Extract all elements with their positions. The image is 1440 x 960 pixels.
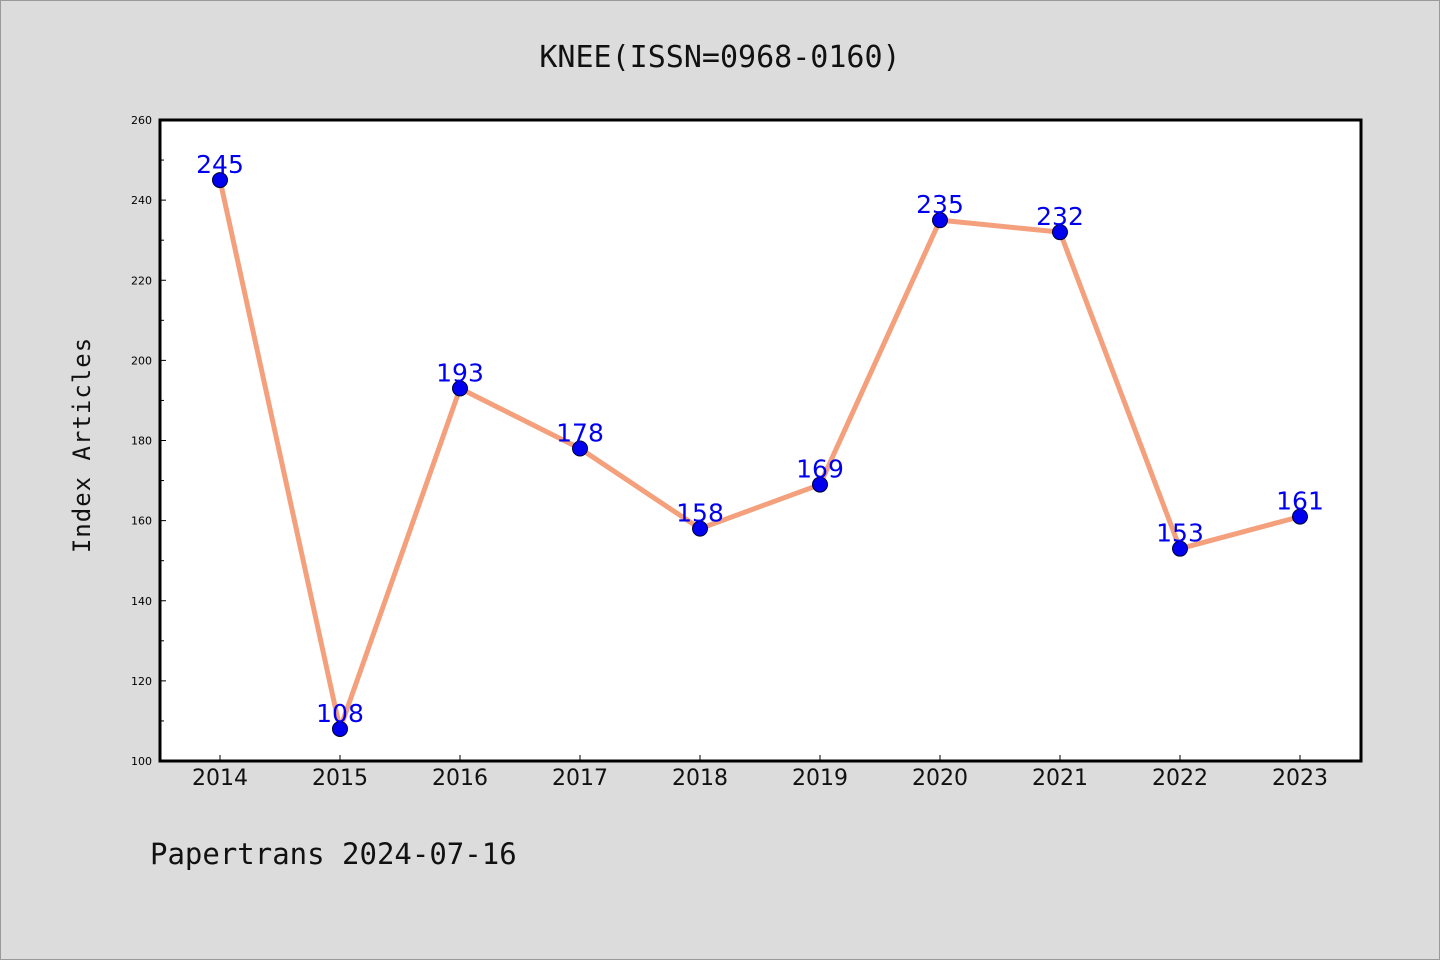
data-point: [452, 380, 468, 397]
data-point: [932, 212, 948, 229]
y-tick-label: 220: [131, 274, 152, 287]
y-tick-label: 140: [131, 595, 152, 608]
y-tick-label: 260: [131, 114, 152, 127]
data-point: [812, 476, 828, 493]
y-tick-label: 100: [131, 755, 152, 768]
data-label: 169: [796, 455, 844, 484]
x-tick-label: 2019: [792, 766, 848, 791]
y-tick-label: 120: [131, 675, 152, 688]
data-series: 245 108 193 178 158 169 235 232 153 161: [196, 150, 1324, 737]
series-line: [217, 179, 1301, 732]
data-label: 153: [1156, 519, 1204, 548]
x-tick-label: 2020: [912, 766, 968, 791]
x-axis: 2014 2015 2016 2017 2018 2019 2020 2021 2022 2023: [192, 755, 1328, 791]
x-tick-label: 2022: [1152, 766, 1208, 791]
data-point: [1292, 508, 1308, 525]
plot-area: [158, 118, 1363, 763]
y-axis: 100 120 140 160 180 200 220 240 260: [131, 114, 166, 768]
data-label: 193: [436, 358, 484, 387]
data-label: 161: [1276, 487, 1324, 516]
data-point: [212, 172, 228, 189]
y-axis-label: Index Articles: [68, 337, 96, 553]
data-label: 108: [316, 699, 364, 728]
chart-title: KNEE(ISSN=0968-0160): [539, 40, 900, 75]
y-tick-label: 160: [131, 515, 152, 528]
x-tick-label: 2023: [1272, 766, 1328, 791]
data-label: 245: [196, 150, 244, 179]
data-label: 158: [676, 499, 724, 528]
y-tick-label: 180: [131, 435, 152, 448]
x-tick-label: 2021: [1032, 766, 1088, 791]
data-label: 232: [1036, 202, 1084, 231]
data-point: [572, 440, 588, 457]
data-point: [332, 720, 348, 737]
x-tick-label: 2015: [312, 766, 368, 791]
data-label: 178: [556, 419, 604, 448]
data-label: 235: [916, 190, 964, 219]
y-tick-label: 200: [131, 354, 152, 367]
data-point: [1052, 224, 1068, 241]
data-point: [1172, 540, 1188, 557]
x-tick-label: 2018: [672, 766, 728, 791]
x-tick-label: 2017: [552, 766, 608, 791]
y-tick-label: 240: [131, 194, 152, 207]
data-point: [692, 520, 708, 537]
footer-credit: Papertrans 2024-07-16: [150, 837, 517, 871]
x-tick-label: 2014: [192, 766, 248, 791]
x-tick-label: 2016: [432, 766, 488, 791]
